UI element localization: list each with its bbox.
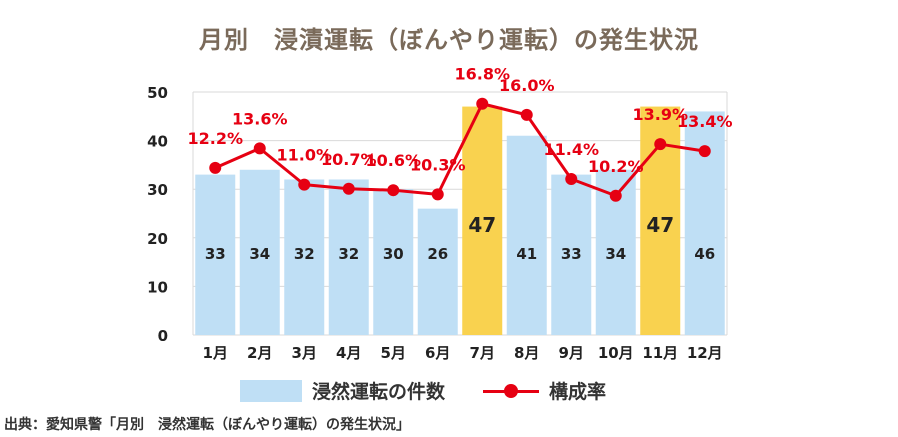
bar-value-label: 33 xyxy=(561,245,582,263)
x-tick-label: 8月 xyxy=(514,344,539,362)
legend-swatch-bar xyxy=(240,379,302,402)
line-point xyxy=(520,108,533,121)
line-point xyxy=(298,178,311,191)
line-series xyxy=(214,102,705,198)
line-point xyxy=(209,161,222,174)
bar xyxy=(417,208,458,335)
bar-value-label: 34 xyxy=(249,245,270,263)
legend-label-bar: 浸然運転の件数 xyxy=(312,381,446,403)
line-point xyxy=(654,138,667,151)
x-tick-label: 11月 xyxy=(642,344,678,362)
bar-value-label: 32 xyxy=(338,245,359,263)
x-tick-label: 4月 xyxy=(336,344,361,362)
line-value-label: 10.7% xyxy=(321,150,377,169)
bar-value-label: 26 xyxy=(427,245,448,263)
line-value-label: 16.8% xyxy=(454,65,510,84)
source-note: 出典：愛知県警「月別 浸然運転（ぼんやり運転）の発生状況」 xyxy=(4,417,410,433)
bar xyxy=(328,179,369,335)
bar-value-label: 30 xyxy=(383,245,404,263)
legend-item-line: 構成率 xyxy=(463,377,606,404)
line-value-label: 13.4% xyxy=(677,112,733,131)
chart-legend: 浸然運転の件数 構成率 xyxy=(240,377,606,404)
bar-value-label: 47 xyxy=(468,213,496,237)
x-tick-label: 6月 xyxy=(425,344,450,362)
x-tick-label: 3月 xyxy=(292,344,317,362)
line-point xyxy=(476,97,489,110)
bar-value-label: 33 xyxy=(205,245,226,263)
bar xyxy=(284,179,325,335)
y-tick-label: 0 xyxy=(158,327,168,345)
line-value-label: 11.4% xyxy=(543,140,599,159)
line-value-label: 16.0% xyxy=(499,76,555,95)
y-tick-label: 40 xyxy=(147,133,168,151)
line-point xyxy=(565,173,578,186)
chart-plot: 33 34 32 32 30 26 47 41 33 34 47 46 12.2%13.6% 11.0%… xyxy=(147,65,733,362)
line-value-label: 11.0% xyxy=(276,146,332,165)
bar xyxy=(506,135,547,335)
legend-item-bar: 浸然運転の件数 xyxy=(240,377,445,404)
legend-swatch-line xyxy=(483,380,540,402)
legend-label-line: 構成率 xyxy=(549,381,607,403)
x-tick-label: 7月 xyxy=(470,344,495,362)
bar xyxy=(373,189,414,335)
bar-value-label: 46 xyxy=(694,245,715,263)
bar-value-label: 32 xyxy=(294,245,315,263)
x-tick-label: 12月 xyxy=(687,344,723,362)
y-tick-label: 30 xyxy=(147,181,168,199)
line-point xyxy=(387,184,400,197)
line-point xyxy=(609,189,622,202)
bar-value-label: 34 xyxy=(605,245,626,263)
line-value-label: 10.2% xyxy=(588,157,644,176)
line-point xyxy=(253,142,266,155)
line-value-label: 10.3% xyxy=(410,155,466,174)
bar xyxy=(195,174,236,335)
x-tick-label: 9月 xyxy=(559,344,584,362)
bar xyxy=(551,174,592,335)
bar xyxy=(684,111,725,335)
line-value-label: 13.6% xyxy=(232,109,288,128)
x-tick-label: 1月 xyxy=(203,344,228,362)
chart-title: 月別 浸漬運転（ぼんやり運転）の発生状況 xyxy=(199,26,699,54)
bar xyxy=(462,106,503,335)
line-point xyxy=(698,145,711,158)
y-tick-label: 10 xyxy=(147,278,168,296)
bar-value-label: 47 xyxy=(646,213,674,237)
line-value-label: 12.2% xyxy=(187,129,243,148)
line-point xyxy=(342,182,355,195)
x-tick-label: 10月 xyxy=(598,344,634,362)
y-tick-label: 20 xyxy=(147,230,168,248)
line-point xyxy=(431,188,444,201)
x-tick-label: 2月 xyxy=(247,344,272,362)
x-tick-label: 5月 xyxy=(381,344,406,362)
bar-value-label: 41 xyxy=(516,245,537,263)
y-tick-label: 50 xyxy=(147,84,168,102)
line-value-label: 13.9% xyxy=(632,105,688,124)
bar xyxy=(239,169,280,335)
line-value-label: 10.6% xyxy=(365,151,421,170)
